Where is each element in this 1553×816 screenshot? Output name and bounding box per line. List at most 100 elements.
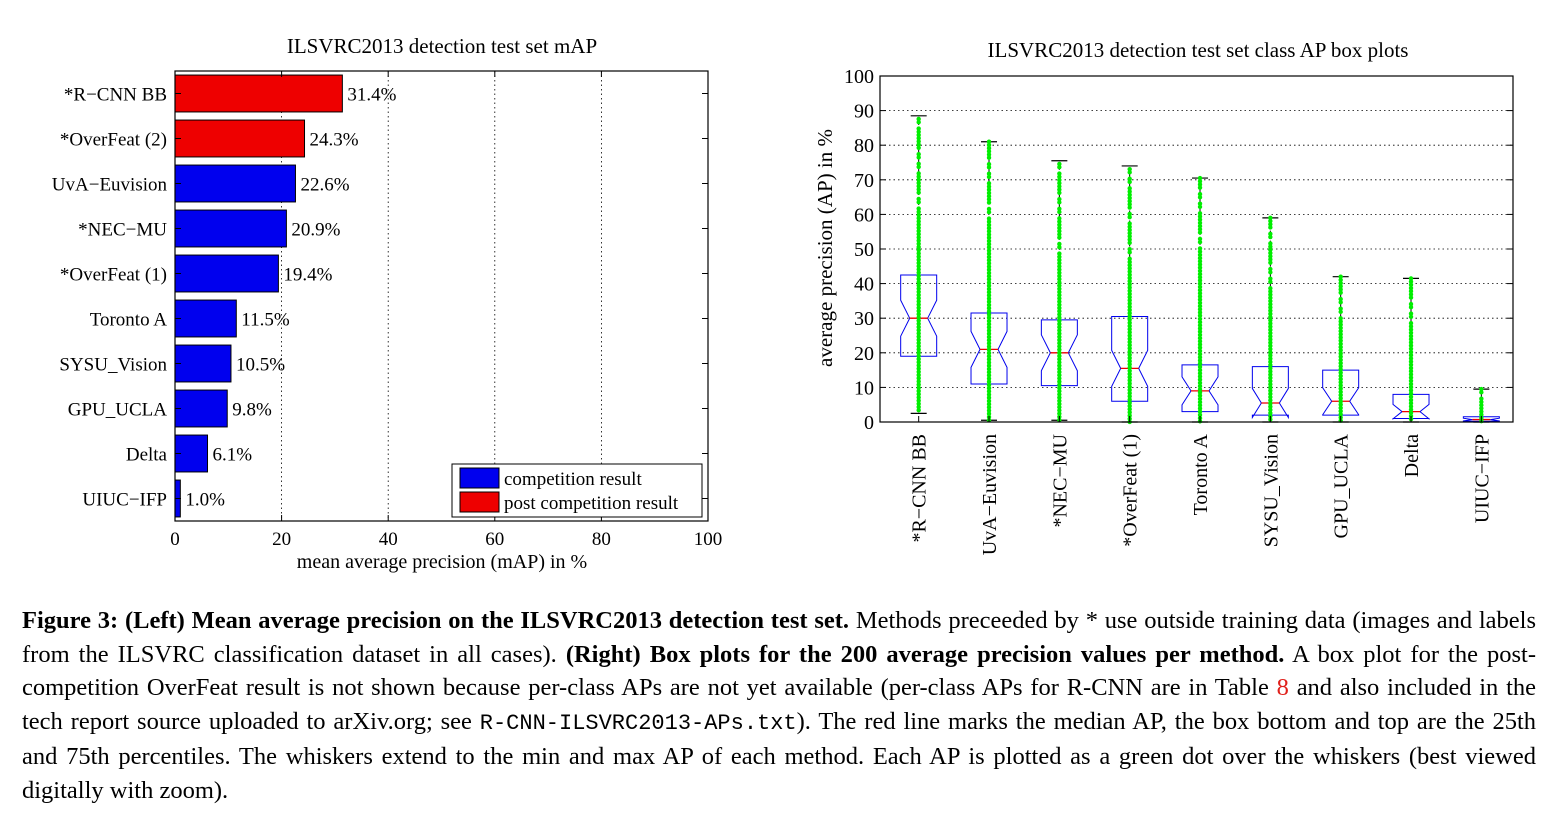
ap-point <box>1057 379 1062 384</box>
ap-point <box>1197 396 1203 402</box>
ap-point <box>1057 315 1062 320</box>
ap-point <box>1268 340 1273 345</box>
ap-point <box>1057 289 1062 295</box>
ap-point <box>1127 262 1132 268</box>
ap-point <box>1057 264 1062 269</box>
ap-point <box>916 142 921 147</box>
ap-point <box>1127 387 1132 393</box>
ap-point <box>1127 368 1132 373</box>
ap-point <box>916 324 921 330</box>
ap-point <box>916 119 921 125</box>
ap-points <box>916 116 921 413</box>
ap-point <box>1127 288 1132 293</box>
ap-point <box>1057 395 1062 400</box>
legend-label-post: post competition result <box>504 493 679 514</box>
ap-point <box>1268 314 1273 320</box>
ap-point <box>1197 278 1203 283</box>
ap-point <box>1479 406 1484 411</box>
ap-point <box>1338 284 1343 289</box>
ap-point <box>916 273 921 278</box>
ap-point <box>1268 385 1273 390</box>
ap-point <box>1408 333 1414 339</box>
ap-point <box>1057 200 1062 205</box>
box-plot-boxes <box>900 115 1500 425</box>
ap-point <box>1268 401 1273 406</box>
ap-point <box>1408 337 1414 342</box>
ap-point <box>986 296 992 301</box>
ap-point <box>1197 310 1203 315</box>
ap-point <box>1408 407 1414 412</box>
ap-point <box>1057 251 1062 256</box>
ap-point <box>1057 260 1062 266</box>
ap-point <box>916 283 921 288</box>
ap-point <box>916 187 921 192</box>
ap-point <box>1127 275 1132 281</box>
ap-point <box>1197 300 1203 306</box>
ap-point <box>1127 224 1132 229</box>
ap-point <box>1197 403 1203 408</box>
ap-point <box>986 267 992 272</box>
ap-point <box>1197 175 1203 181</box>
ap-point <box>1057 225 1062 231</box>
ap-point <box>1057 206 1062 211</box>
ap-point <box>1127 330 1132 335</box>
ap-point <box>916 267 921 272</box>
y-tick-label: 0 <box>864 412 874 434</box>
ap-point <box>1268 292 1273 297</box>
ap-point <box>986 357 992 362</box>
caption-table-ref-link[interactable]: 8 <box>1276 674 1289 701</box>
ap-point <box>1268 266 1273 272</box>
y-tick-label: 40 <box>854 274 874 296</box>
ap-point <box>986 369 992 375</box>
ap-point <box>1268 247 1273 253</box>
ap-point <box>1197 319 1203 325</box>
ap-point <box>1057 305 1062 311</box>
ap-point <box>1127 310 1132 316</box>
ap-point <box>986 241 992 247</box>
ap-point <box>1408 369 1414 374</box>
ap-point <box>1057 164 1062 170</box>
ap-point <box>916 244 921 250</box>
ap-point <box>1057 286 1062 291</box>
ap-point <box>986 181 992 186</box>
ap-point <box>1057 273 1062 279</box>
ap-point <box>916 388 921 394</box>
ap-point <box>1268 276 1273 281</box>
ap-point <box>1127 336 1132 341</box>
ap-point <box>1408 311 1414 316</box>
ap-point <box>1408 362 1414 368</box>
x-tick-label: 0 <box>170 529 180 550</box>
ap-point <box>1197 332 1203 338</box>
ap-point <box>986 149 992 154</box>
ap-point <box>1127 221 1132 226</box>
ap-point <box>1268 225 1273 230</box>
ap-point <box>916 155 921 160</box>
ap-point <box>1408 292 1414 297</box>
ap-point <box>1197 255 1203 261</box>
ap-point <box>1268 298 1273 304</box>
ap-point <box>1057 360 1062 365</box>
box <box>1040 319 1078 387</box>
x-category-label: SYSU_Vision <box>1260 434 1282 547</box>
bar-chart-ticks: 0 20 40 60 80 100 *R−CNN BB *OverFeat (2) UvA−Eu… <box>52 71 722 550</box>
ap-point <box>1268 388 1273 393</box>
y-category-label: Delta <box>126 445 168 466</box>
ap-point <box>916 129 921 134</box>
ap-point <box>1197 239 1203 245</box>
ap-point <box>1057 174 1062 179</box>
ap-point <box>986 305 992 311</box>
ap-point <box>1268 302 1273 307</box>
ap-point <box>986 405 992 410</box>
ap-point <box>986 238 992 244</box>
ap-point <box>1057 254 1062 259</box>
box-plot-gridlines <box>880 110 1513 388</box>
ap-point <box>1057 216 1062 221</box>
ap-point <box>986 245 992 250</box>
y-category-label: UIUC−IFP <box>82 490 167 511</box>
ap-point <box>916 251 921 256</box>
y-tick-label: 50 <box>854 239 874 261</box>
caption-text-1: Methods preceeded by * use outside train… <box>22 607 1536 668</box>
caption-filename: R-CNN-ILSVRC2013-APs.txt <box>479 710 797 736</box>
box <box>1111 315 1149 402</box>
ap-points <box>1338 274 1343 423</box>
